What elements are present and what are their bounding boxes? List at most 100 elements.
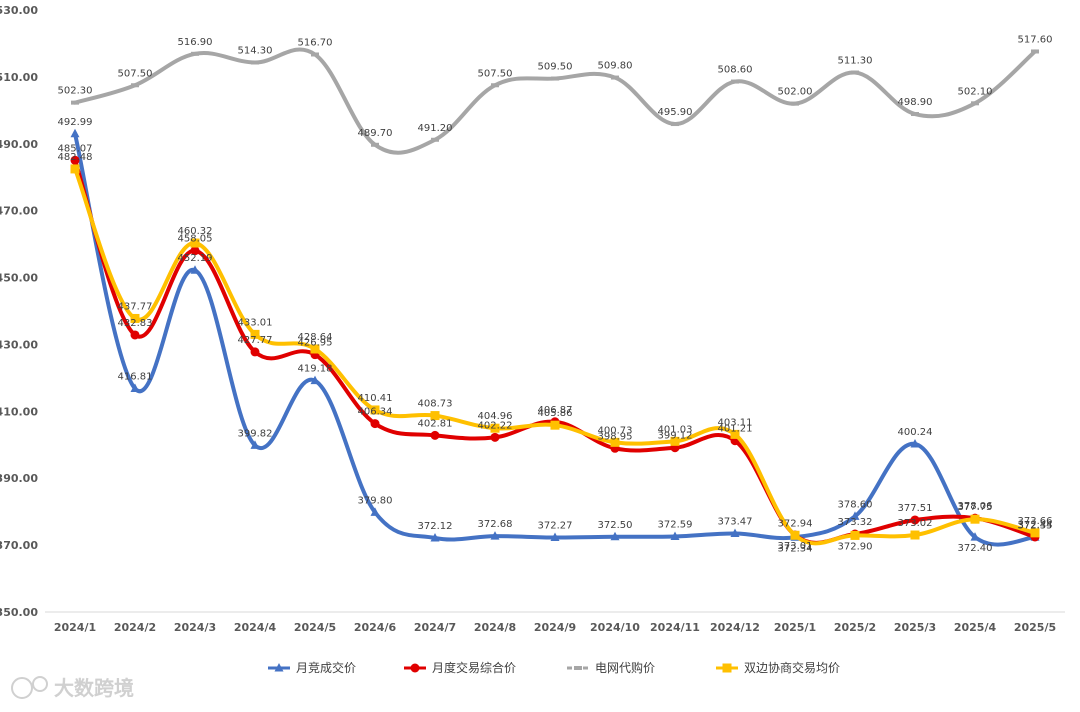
data-label: 502.30 [58,86,93,97]
series-3 [70,164,1040,546]
legend-marker-icon [722,663,732,673]
data-label: 426.95 [298,338,333,349]
data-point-marker [250,440,260,449]
y-tick-label: 510.00 [0,71,38,84]
legend-label: 电网代购价 [595,660,655,675]
data-point-marker [371,142,379,147]
data-point-marker [71,100,79,105]
data-label: 502.00 [778,87,813,98]
data-point-marker [730,528,740,538]
data-label: 400.24 [898,427,933,438]
data-point-marker [310,344,320,354]
data-point-marker [490,432,500,442]
series-line [73,131,1037,547]
data-label: 379.80 [358,495,393,506]
series-1 [70,155,1040,545]
data-point-marker [251,60,259,65]
legend-marker-icon [410,663,420,673]
series-line [73,166,1037,546]
data-point-marker [551,76,559,81]
data-label: 452.19 [178,253,213,264]
data-label: 401.03 [658,424,693,435]
data-label: 408.73 [418,399,453,410]
data-label: 372.27 [538,521,573,532]
y-tick-label: 370.00 [0,539,38,552]
data-label: 401.21 [718,424,753,435]
data-point-marker [731,79,739,84]
legend-item: 月竞成交价 [268,660,356,675]
data-label: 373.02 [898,518,933,529]
data-label: 427.77 [238,335,273,346]
data-label: 485.07 [58,143,93,154]
data-label: 373.01 [778,541,813,552]
data-point-marker [611,75,619,80]
data-label: 372.12 [418,521,453,532]
data-label: 398.95 [598,431,633,442]
data-label: 509.80 [598,61,633,72]
x-tick-label: 2024/8 [474,621,516,634]
data-label: 378.60 [838,499,873,510]
data-label: 498.90 [898,97,933,108]
data-point-marker [310,375,320,385]
data-label: 373.66 [1018,516,1053,527]
data-label: 458.05 [178,234,213,245]
data-label: 507.50 [478,68,513,79]
data-label: 416.81 [118,372,153,383]
data-label: 509.50 [538,62,573,73]
data-label: 372.35 [1018,520,1053,531]
data-point-marker [670,531,680,540]
legend-marker-icon [274,663,284,672]
data-point-marker [730,429,740,439]
data-label: 437.77 [118,301,153,312]
data-label: 402.22 [478,420,513,431]
data-label: 428.64 [298,332,333,343]
data-point-marker [190,265,200,274]
y-tick-label: 430.00 [0,338,38,351]
x-tick-label: 2024/2 [114,621,156,634]
data-point-marker [130,383,140,393]
data-label: 516.70 [298,37,333,48]
data-label: 433.01 [238,317,273,328]
legend-item: 电网代购价 [567,660,655,675]
data-label: 410.41 [358,393,393,404]
data-point-marker [791,101,799,106]
data-label: 400.73 [598,425,633,436]
data-label: 517.60 [1018,34,1053,45]
data-label: 406.34 [358,407,393,418]
data-point-marker [970,514,980,524]
data-label: 516.90 [178,37,213,48]
data-label: 508.60 [718,65,753,76]
x-tick-label: 2024/5 [294,621,336,634]
data-label: 406.87 [538,405,573,416]
data-point-marker [431,137,439,142]
data-point-marker [550,532,560,542]
data-point-marker [190,238,200,248]
data-point-marker [430,411,440,421]
data-point-marker [970,532,980,541]
data-label: 419.18 [298,364,333,375]
legend-marker-icon [574,666,582,670]
data-point-marker [550,420,560,430]
data-point-marker [491,83,499,88]
x-tick-label: 2024/7 [414,621,456,634]
data-point-marker [250,329,260,339]
data-point-marker [670,436,680,446]
data-point-marker [610,531,620,541]
x-tick-label: 2024/12 [710,621,760,634]
data-label: 502.10 [958,86,993,97]
x-tick-label: 2025/1 [774,621,816,634]
data-point-marker [430,430,440,440]
data-label: 378.06 [958,501,993,512]
data-label: 373.47 [718,517,753,528]
legend-item: 双边协商交易均价 [716,660,840,675]
data-point-marker [490,531,500,540]
series-2 [71,47,1039,155]
data-point-marker [971,101,979,106]
data-label: 399.12 [658,431,693,442]
data-label: 491.20 [418,123,453,134]
data-point-marker [1031,49,1039,54]
data-point-marker [370,405,380,415]
y-tick-label: 530.00 [0,4,38,17]
legend-item: 月度交易综合价 [404,660,516,675]
watermark: 大数跨境 [11,676,134,700]
